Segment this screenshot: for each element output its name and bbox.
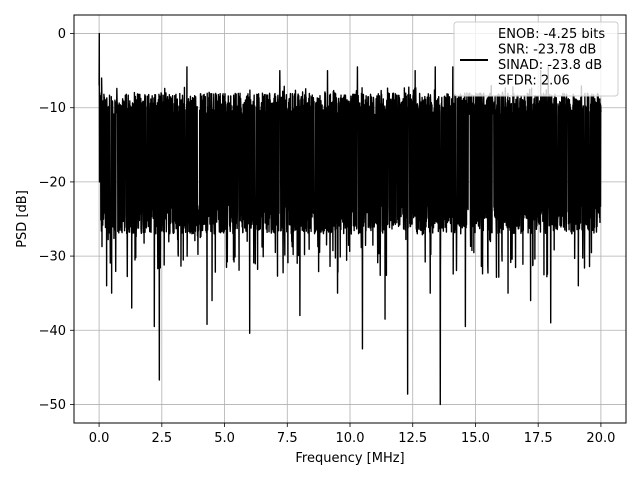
x-tick-label: 17.5 [524,431,553,446]
x-tick-label: 2.5 [151,431,172,446]
y-tick-label: −20 [39,175,66,190]
y-axis-label: PSD [dB] [15,190,30,248]
legend: ENOB: -4.25 bits SNR: -23.78 dB SINAD: -23… [453,21,619,97]
psd-series-line [98,32,602,406]
x-tick-label: 7.5 [277,431,298,446]
x-axis-label: Frequency [MHz] [295,451,404,466]
y-tick-label: −10 [39,101,66,116]
x-axis: 0.0 2.5 5.0 7.5 10.0 12.5 15.0 17.5 20.0 [89,423,615,446]
x-tick-label: 10.0 [336,431,365,446]
y-tick-label: −40 [39,324,66,339]
x-tick-label: 0.0 [89,431,110,446]
x-tick-label: 20.0 [586,431,615,446]
y-axis: 0 −10 −20 −30 −40 −50 [39,27,74,413]
x-tick-label: 5.0 [214,431,235,446]
plot-area [98,32,602,406]
legend-label: ENOB: -4.25 bits SNR: -23.78 dB SINAD: -23… [498,27,605,89]
y-tick-label: −50 [39,398,66,413]
y-tick-label: −30 [39,250,66,265]
y-tick-label: 0 [58,27,66,42]
legend-box [453,21,619,97]
x-tick-label: 15.0 [461,431,490,446]
x-tick-label: 12.5 [398,431,427,446]
